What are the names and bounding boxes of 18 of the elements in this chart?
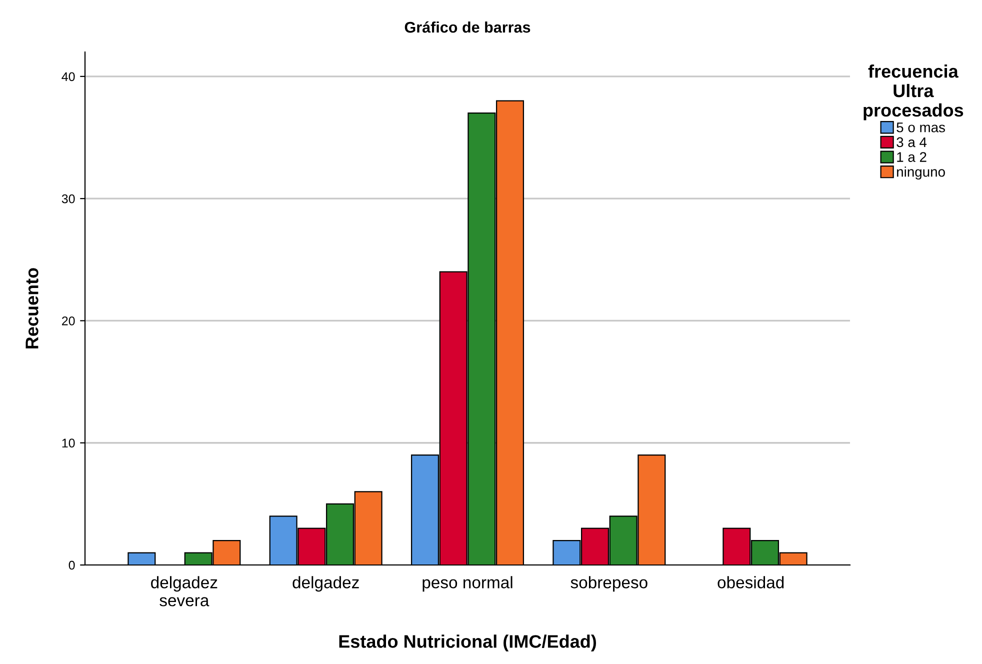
- x-tick-label: obesidad: [718, 576, 784, 588]
- y-axis-title: Recuento: [26, 268, 38, 348]
- legend-label: 5 o mas: [896, 122, 945, 132]
- x-tick-label: sobrepeso: [570, 576, 648, 592]
- x-tick-label: delgadez: [292, 576, 359, 592]
- legend-title: frecuencia Ultra procesados: [864, 64, 964, 120]
- legend-label: 1 a 2: [897, 152, 926, 162]
- y-tick-label: 30: [62, 194, 75, 204]
- legend-label: ninguno: [897, 166, 945, 180]
- x-tick-label: delgadez severa: [151, 576, 218, 606]
- y-tick-label: 40: [62, 72, 75, 82]
- y-tick-label: 0: [68, 560, 75, 570]
- legend-label: 3 a 4: [896, 137, 927, 148]
- x-axis-title: Estado Nutricional (IMC/Edad): [339, 634, 596, 652]
- y-tick-label: 10: [62, 438, 75, 448]
- y-tick-label: 20: [62, 316, 75, 326]
- x-tick-label: peso normal: [422, 576, 512, 592]
- chart-title: Gráfico de barras: [404, 21, 530, 33]
